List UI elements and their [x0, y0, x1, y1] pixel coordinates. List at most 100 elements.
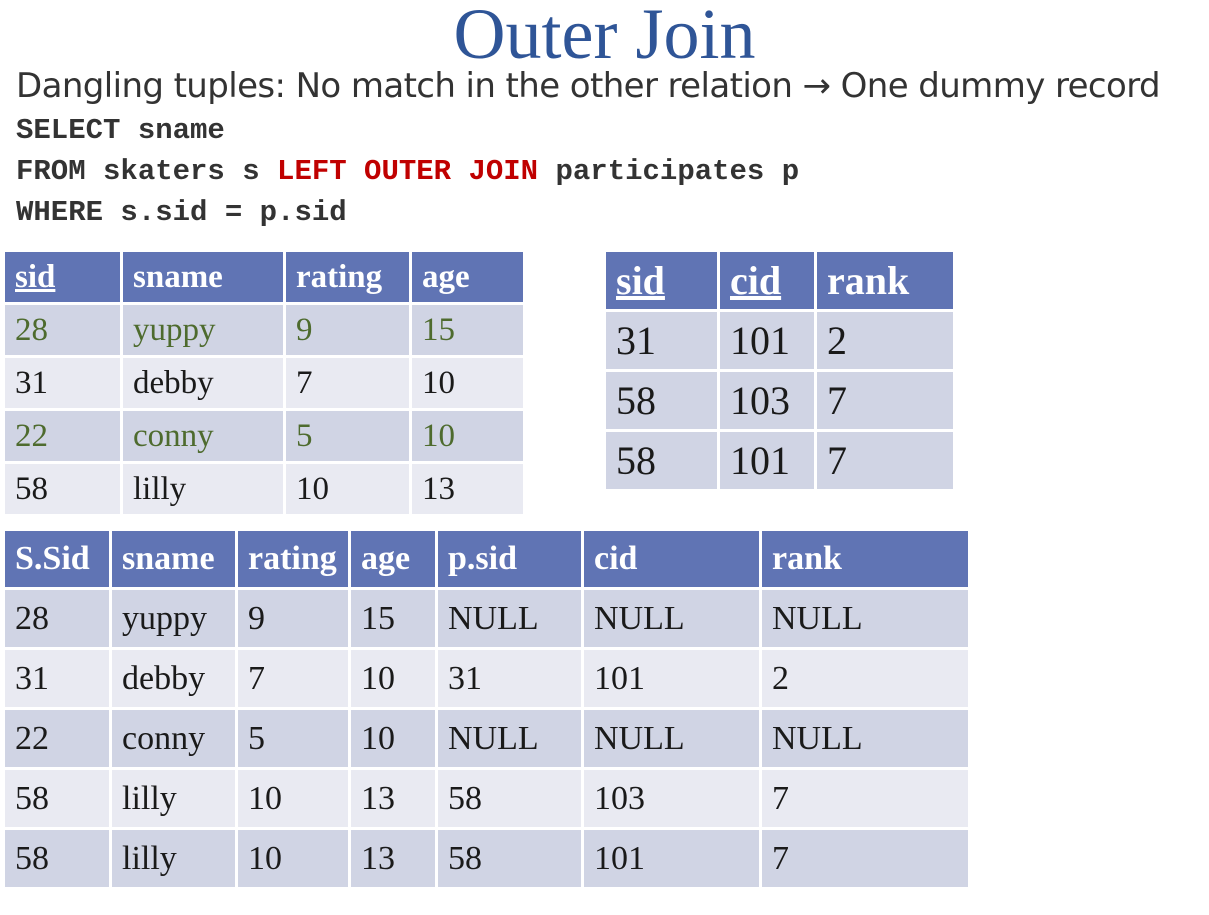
table-cell: 5: [286, 411, 409, 461]
slide-subtitle: Dangling tuples: No match in the other r…: [16, 66, 1161, 106]
table-cell: 13: [351, 770, 435, 827]
sql-from-text: FROM skaters s: [16, 155, 278, 188]
table-cell: NULL: [438, 590, 581, 647]
table-cell: 10: [351, 710, 435, 767]
table-cell: 15: [351, 590, 435, 647]
table-cell: 10: [286, 464, 409, 514]
table-cell: 2: [762, 650, 968, 707]
table-cell: lilly: [112, 830, 235, 887]
table-row: 28 yuppy 9 15: [5, 305, 523, 355]
table-cell: NULL: [762, 710, 968, 767]
table-row: 31 debby 7 10 31 101 2: [5, 650, 968, 707]
table-cell: 101: [720, 312, 814, 369]
table-row: 58 103 7: [606, 372, 953, 429]
table-cell: 10: [238, 770, 348, 827]
table-cell: 9: [286, 305, 409, 355]
column-header: age: [351, 531, 435, 587]
table-row: 58 101 7: [606, 432, 953, 489]
table-cell: 10: [351, 650, 435, 707]
table-row: 58 lilly 10 13 58 101 7: [5, 830, 968, 887]
table-row: 22 conny 5 10 NULL NULL NULL: [5, 710, 968, 767]
table-row: 28 yuppy 9 15 NULL NULL NULL: [5, 590, 968, 647]
table-row: 58 lilly 10 13: [5, 464, 523, 514]
table-cell: yuppy: [112, 590, 235, 647]
table-cell: 58: [606, 432, 717, 489]
table-cell: 2: [817, 312, 953, 369]
table-cell: 101: [584, 650, 759, 707]
table-cell: yuppy: [123, 305, 283, 355]
table-cell: 7: [238, 650, 348, 707]
column-header: rating: [286, 252, 409, 302]
table-header-row: sid cid rank: [606, 252, 953, 309]
column-header: cid: [584, 531, 759, 587]
table-row: 22 conny 5 10: [5, 411, 523, 461]
table-cell: 7: [762, 770, 968, 827]
table-cell: 5: [238, 710, 348, 767]
table-row: 58 lilly 10 13 58 103 7: [5, 770, 968, 827]
table-cell: 58: [5, 770, 109, 827]
table-cell: 7: [817, 432, 953, 489]
table-cell: 31: [606, 312, 717, 369]
table-cell: 22: [5, 710, 109, 767]
table-cell: lilly: [112, 770, 235, 827]
table-header-row: S.Sid sname rating age p.sid cid rank: [5, 531, 968, 587]
table-cell: 58: [5, 464, 120, 514]
table-cell: conny: [112, 710, 235, 767]
table-cell: NULL: [438, 710, 581, 767]
table-cell: lilly: [123, 464, 283, 514]
column-header: rank: [817, 252, 953, 309]
table-cell: 58: [438, 770, 581, 827]
table-cell: 101: [584, 830, 759, 887]
table-cell: 58: [606, 372, 717, 429]
table-cell: 7: [817, 372, 953, 429]
sql-join-target: participates p: [538, 155, 800, 188]
table-row: 31 debby 7 10: [5, 358, 523, 408]
table-cell: 28: [5, 590, 109, 647]
table-cell: debby: [112, 650, 235, 707]
participates-table: sid cid rank 31 101 2 58 103 7 58 101 7: [603, 249, 956, 492]
table-header-row: sid sname rating age: [5, 252, 523, 302]
table-cell: 58: [438, 830, 581, 887]
slide-title: Outer Join: [453, 0, 756, 74]
table-cell: 31: [5, 358, 120, 408]
table-cell: 28: [5, 305, 120, 355]
table-cell: 13: [412, 464, 523, 514]
column-header: age: [412, 252, 523, 302]
table-cell: 58: [5, 830, 109, 887]
sql-line-select: SELECT sname: [16, 114, 225, 147]
table-cell: 31: [5, 650, 109, 707]
table-cell: 22: [5, 411, 120, 461]
table-cell: debby: [123, 358, 283, 408]
table-cell: NULL: [584, 590, 759, 647]
table-cell: 10: [238, 830, 348, 887]
table-cell: 101: [720, 432, 814, 489]
skaters-table: sid sname rating age 28 yuppy 9 15 31 de…: [2, 249, 526, 517]
sql-line-from: FROM skaters s LEFT OUTER JOIN participa…: [16, 154, 799, 190]
sql-join-keyword: LEFT OUTER JOIN: [277, 155, 539, 188]
column-header: sid: [606, 252, 717, 309]
result-table: S.Sid sname rating age p.sid cid rank 28…: [2, 528, 971, 890]
table-cell: 103: [720, 372, 814, 429]
table-cell: 7: [286, 358, 409, 408]
column-header: S.Sid: [5, 531, 109, 587]
column-header: p.sid: [438, 531, 581, 587]
table-cell: 31: [438, 650, 581, 707]
column-header: rank: [762, 531, 968, 587]
table-cell: NULL: [762, 590, 968, 647]
table-cell: 9: [238, 590, 348, 647]
table-cell: 13: [351, 830, 435, 887]
table-cell: 10: [412, 358, 523, 408]
column-header: sname: [123, 252, 283, 302]
table-cell: 103: [584, 770, 759, 827]
table-cell: NULL: [584, 710, 759, 767]
column-header: cid: [720, 252, 814, 309]
table-cell: 10: [412, 411, 523, 461]
table-cell: conny: [123, 411, 283, 461]
table-cell: 7: [762, 830, 968, 887]
table-cell: 15: [412, 305, 523, 355]
column-header: rating: [238, 531, 348, 587]
column-header: sname: [112, 531, 235, 587]
column-header: sid: [5, 252, 120, 302]
table-row: 31 101 2: [606, 312, 953, 369]
sql-line-where: WHERE s.sid = p.sid: [16, 196, 347, 229]
